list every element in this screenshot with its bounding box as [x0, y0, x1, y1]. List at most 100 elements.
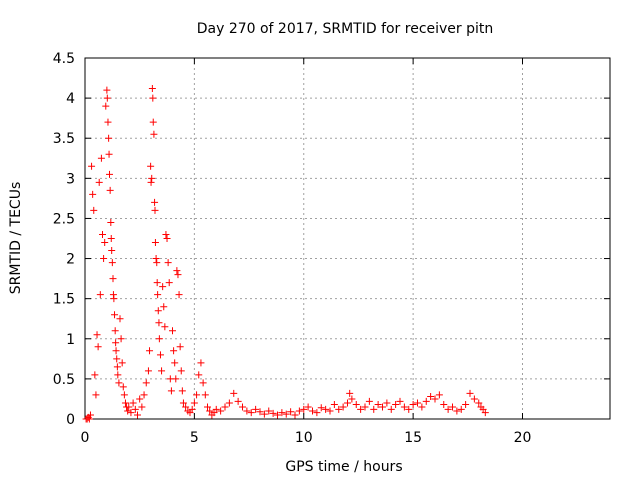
- data-point: [400, 403, 408, 411]
- data-point: [335, 405, 343, 413]
- data-point: [108, 259, 116, 267]
- data-point: [159, 283, 167, 291]
- y-tick-label: 2: [66, 252, 75, 268]
- data-point: [444, 405, 452, 413]
- data-point: [361, 403, 369, 411]
- data-point: [149, 118, 157, 126]
- data-point: [151, 206, 159, 214]
- data-point: [120, 391, 128, 399]
- data-point: [131, 405, 139, 413]
- data-point: [470, 395, 478, 403]
- data-point: [304, 403, 312, 411]
- data-point: [453, 407, 461, 415]
- data-point: [114, 371, 122, 379]
- data-point: [188, 405, 196, 413]
- data-point: [300, 405, 308, 413]
- data-point: [269, 409, 277, 417]
- data-point: [99, 230, 106, 238]
- data-point: [151, 239, 159, 247]
- data-point: [422, 397, 430, 405]
- data-point: [182, 403, 190, 411]
- data-point: [152, 255, 160, 263]
- data-point: [138, 403, 146, 411]
- data-point: [115, 379, 123, 387]
- data-point: [278, 409, 286, 417]
- data-point: [348, 395, 356, 403]
- data-point: [92, 391, 100, 399]
- data-point: [414, 399, 421, 407]
- data-point: [110, 295, 118, 303]
- data-point: [252, 405, 260, 413]
- data-point: [357, 405, 365, 413]
- axis-ticks: [84, 57, 610, 420]
- data-point: [481, 409, 489, 417]
- data-point: [282, 410, 290, 418]
- data-point: [173, 267, 181, 275]
- data-point: [175, 291, 183, 299]
- data-point: [111, 311, 119, 319]
- data-point: [295, 407, 303, 415]
- data-point: [418, 403, 426, 411]
- data-point: [109, 275, 117, 283]
- data-point: [146, 347, 154, 355]
- x-axis-label: GPS time / hours: [285, 459, 402, 475]
- data-point: [265, 407, 273, 415]
- y-tick-label: 2.5: [53, 211, 75, 227]
- data-point: [396, 397, 404, 405]
- data-point: [326, 407, 334, 415]
- data-point: [148, 84, 156, 92]
- data-point: [346, 389, 354, 397]
- data-point: [170, 347, 178, 355]
- data-point: [431, 395, 439, 403]
- data-point: [309, 407, 316, 415]
- data-point: [217, 407, 225, 415]
- data-point: [387, 405, 395, 413]
- data-point: [104, 118, 112, 126]
- data-point: [344, 399, 351, 407]
- data-point: [247, 409, 255, 417]
- data-point: [154, 307, 162, 315]
- data-point: [149, 94, 157, 102]
- data-point: [291, 411, 299, 419]
- data-point: [125, 403, 133, 411]
- data-point: [201, 391, 209, 399]
- data-point: [322, 405, 330, 413]
- data-point: [106, 186, 114, 194]
- data-point: [148, 174, 156, 182]
- y-tick-label: 1.5: [53, 292, 75, 308]
- data-point: [179, 399, 187, 407]
- data-point: [165, 279, 173, 287]
- x-tick-label: 15: [404, 430, 422, 446]
- data-point: [103, 94, 111, 102]
- data-point: [101, 239, 109, 247]
- data-point: [383, 399, 391, 407]
- data-point: [91, 371, 99, 379]
- data-point: [409, 401, 417, 409]
- data-point: [150, 130, 158, 138]
- grid-lines: [85, 58, 610, 419]
- data-point: [221, 403, 229, 411]
- data-point: [466, 389, 474, 397]
- data-point: [440, 401, 448, 409]
- data-point: [392, 401, 400, 409]
- data-point: [147, 162, 155, 170]
- data-point: [435, 391, 443, 399]
- data-point: [163, 235, 171, 242]
- data-point: [374, 401, 382, 409]
- data-point: [154, 291, 162, 299]
- data-point: [102, 102, 110, 110]
- y-tick-label: 4: [66, 91, 75, 107]
- data-point: [95, 178, 103, 186]
- data-point: [90, 206, 98, 214]
- data-point: [462, 401, 470, 409]
- data-point: [106, 170, 113, 178]
- data-point: [107, 218, 115, 226]
- data-point: [176, 343, 184, 351]
- data-point: [177, 367, 185, 375]
- data-point: [140, 391, 148, 399]
- data-point: [134, 411, 141, 419]
- data-point: [121, 399, 129, 407]
- data-point: [162, 230, 170, 238]
- data-point: [105, 134, 113, 142]
